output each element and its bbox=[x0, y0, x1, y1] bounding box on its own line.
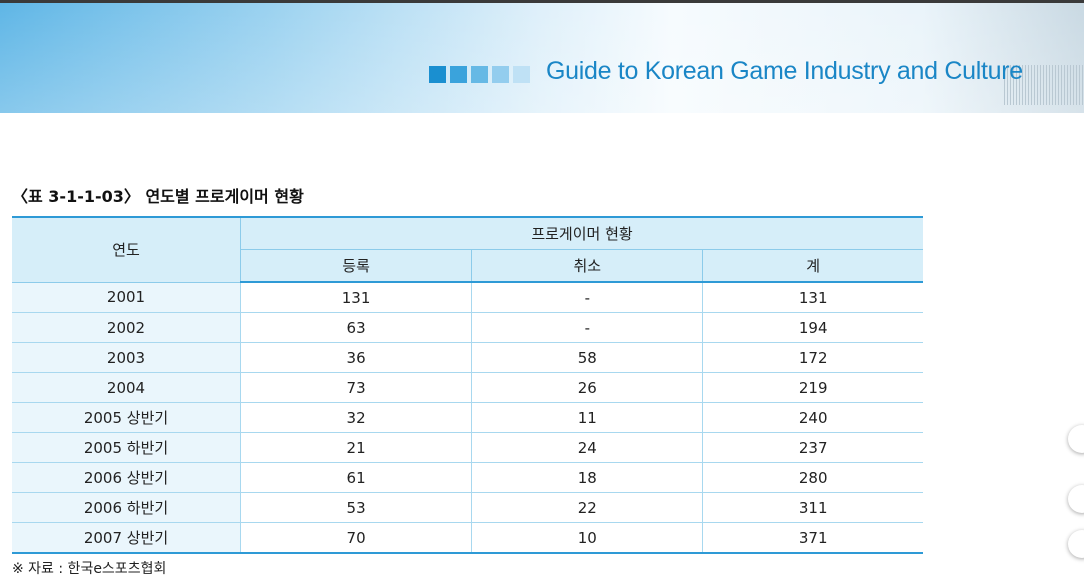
table-cell: 36 bbox=[239, 342, 473, 373]
top-rule bbox=[0, 0, 1084, 3]
side-button[interactable] bbox=[1068, 485, 1084, 513]
header-cell: 연도 bbox=[12, 216, 241, 283]
table-cell: 24 bbox=[471, 432, 704, 463]
table-cell: 2003 bbox=[12, 342, 241, 373]
table-cell: 194 bbox=[702, 312, 923, 343]
table-row: 2006 상반기 61 18 280 bbox=[12, 462, 923, 493]
table-caption: 〈표 3-1-1-03〉 연도별 프로게이머 현황 bbox=[12, 187, 304, 206]
table-cell: 2002 bbox=[12, 312, 241, 343]
table: 연도 프로게이머 현황 등록 취소 계 2001 131-131 2002 63-194 2… bbox=[12, 216, 923, 554]
side-button[interactable] bbox=[1068, 425, 1084, 453]
table-cell: 219 bbox=[702, 372, 923, 403]
header-cell: 취소 bbox=[471, 249, 704, 283]
table-cell: 2004 bbox=[12, 372, 241, 403]
table-cell: 240 bbox=[702, 402, 923, 433]
table-cell: 53 bbox=[239, 492, 473, 523]
table-cell: 11 bbox=[471, 402, 704, 433]
table-cell: 10 bbox=[471, 522, 704, 554]
table-row: 2002 63-194 bbox=[12, 312, 923, 343]
header-cell: 프로게이머 현황 bbox=[240, 216, 923, 250]
table-cell: 70 bbox=[239, 522, 473, 554]
table-cell: 22 bbox=[471, 492, 704, 523]
table-cell: 73 bbox=[239, 372, 473, 403]
table-cell: 2005 하반기 bbox=[12, 432, 241, 463]
banner-squares bbox=[429, 66, 530, 83]
table-cell: 311 bbox=[702, 492, 923, 523]
table-cell: 2006 상반기 bbox=[12, 462, 241, 493]
header-cell: 등록 bbox=[240, 249, 473, 283]
table-cell: 26 bbox=[471, 372, 704, 403]
banner-title: Guide to Korean Game Industry and Cultur… bbox=[546, 57, 1023, 85]
table-cell: 131 bbox=[239, 281, 473, 313]
table-cell: 371 bbox=[702, 522, 923, 554]
table-row: 2006 하반기 53 22 311 bbox=[12, 492, 923, 523]
table-cell: 237 bbox=[702, 432, 923, 463]
table-row: 2007 상반기 70 10 371 bbox=[12, 522, 923, 554]
table-row: 2004 73 26 219 bbox=[12, 372, 923, 403]
table-row: 2003 36 58 172 bbox=[12, 342, 923, 373]
side-button[interactable] bbox=[1068, 530, 1084, 558]
table-cell: - bbox=[471, 281, 704, 313]
table-row: 2001 131-131 bbox=[12, 281, 923, 313]
table-row: 2005 상반기 32 11 240 bbox=[12, 402, 923, 433]
table-cell: 2006 하반기 bbox=[12, 492, 241, 523]
table-cell: 21 bbox=[239, 432, 473, 463]
header-cell: 계 bbox=[702, 249, 923, 283]
banner-hatch bbox=[1004, 65, 1084, 105]
table-cell: 32 bbox=[239, 402, 473, 433]
table-cell: 280 bbox=[702, 462, 923, 493]
source-note: ※ 자료 : 한국e스포츠협회 bbox=[12, 561, 167, 577]
table-cell: 131 bbox=[702, 281, 923, 313]
table-cell: - bbox=[471, 312, 704, 343]
table-cell: 2005 상반기 bbox=[12, 402, 241, 433]
table-row: 2005 하반기 21 24 237 bbox=[12, 432, 923, 463]
table-cell: 172 bbox=[702, 342, 923, 373]
table-cell: 58 bbox=[471, 342, 704, 373]
table-cell: 63 bbox=[239, 312, 473, 343]
table-cell: 18 bbox=[471, 462, 704, 493]
table-cell: 2001 bbox=[12, 281, 241, 313]
table-cell: 2007 상반기 bbox=[12, 522, 241, 554]
banner: Guide to Korean Game Industry and Cultur… bbox=[0, 3, 1084, 113]
table-cell: 61 bbox=[239, 462, 473, 493]
